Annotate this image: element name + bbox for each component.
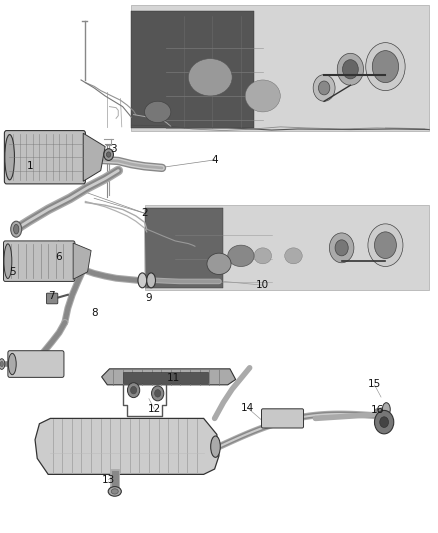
Polygon shape — [73, 243, 91, 279]
Ellipse shape — [14, 224, 19, 234]
Ellipse shape — [145, 101, 171, 123]
Circle shape — [318, 81, 330, 95]
Circle shape — [366, 43, 405, 91]
Ellipse shape — [8, 353, 16, 375]
Text: 10: 10 — [256, 280, 269, 290]
Circle shape — [343, 60, 358, 79]
Circle shape — [337, 53, 364, 85]
Text: 7: 7 — [48, 292, 55, 301]
FancyBboxPatch shape — [131, 5, 429, 131]
Text: 3: 3 — [110, 144, 117, 154]
FancyBboxPatch shape — [131, 11, 254, 128]
FancyBboxPatch shape — [145, 205, 429, 290]
Ellipse shape — [4, 244, 12, 279]
Circle shape — [313, 75, 335, 101]
Text: 6: 6 — [55, 252, 62, 262]
Text: 5: 5 — [9, 267, 16, 277]
Circle shape — [131, 386, 137, 394]
FancyBboxPatch shape — [4, 131, 85, 184]
Text: 15: 15 — [368, 379, 381, 389]
Text: 4: 4 — [211, 155, 218, 165]
Ellipse shape — [11, 221, 22, 237]
Text: 14: 14 — [241, 403, 254, 413]
Ellipse shape — [5, 135, 14, 180]
Text: 16: 16 — [371, 406, 384, 415]
Circle shape — [152, 386, 164, 401]
Text: 9: 9 — [145, 294, 152, 303]
Ellipse shape — [108, 487, 121, 496]
Ellipse shape — [188, 59, 232, 96]
Ellipse shape — [0, 359, 5, 369]
Ellipse shape — [138, 273, 147, 288]
Text: 12: 12 — [148, 404, 161, 414]
Text: 1: 1 — [26, 161, 33, 171]
Text: 2: 2 — [141, 208, 148, 218]
FancyBboxPatch shape — [46, 293, 58, 304]
Polygon shape — [83, 133, 105, 181]
Polygon shape — [102, 369, 236, 385]
FancyBboxPatch shape — [145, 208, 223, 288]
Ellipse shape — [104, 149, 113, 160]
Ellipse shape — [285, 248, 302, 264]
Text: 11: 11 — [166, 374, 180, 383]
Ellipse shape — [245, 80, 280, 112]
Ellipse shape — [207, 253, 231, 274]
Ellipse shape — [147, 273, 155, 288]
FancyBboxPatch shape — [8, 351, 64, 377]
Circle shape — [155, 390, 161, 397]
Circle shape — [374, 410, 394, 434]
Circle shape — [368, 224, 403, 266]
Polygon shape — [35, 418, 219, 474]
Ellipse shape — [228, 245, 254, 266]
Circle shape — [329, 233, 354, 263]
Ellipse shape — [211, 436, 220, 457]
Text: 13: 13 — [102, 475, 115, 484]
Circle shape — [127, 383, 140, 398]
Ellipse shape — [254, 248, 272, 264]
FancyBboxPatch shape — [261, 409, 304, 428]
Circle shape — [380, 417, 389, 427]
FancyBboxPatch shape — [4, 241, 75, 281]
Ellipse shape — [111, 489, 118, 494]
Text: 8: 8 — [91, 308, 98, 318]
Ellipse shape — [382, 403, 390, 416]
Ellipse shape — [106, 152, 111, 157]
Circle shape — [335, 240, 348, 256]
Ellipse shape — [0, 361, 4, 367]
FancyBboxPatch shape — [123, 372, 208, 383]
Circle shape — [374, 232, 396, 259]
Circle shape — [372, 51, 399, 83]
